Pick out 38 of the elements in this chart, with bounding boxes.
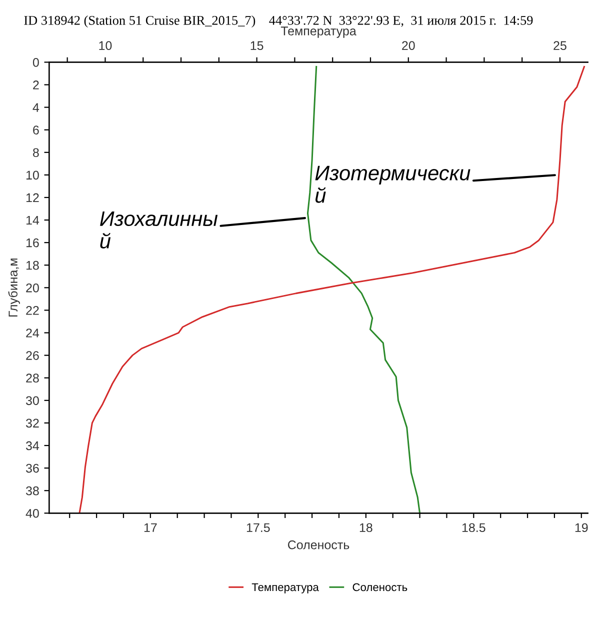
x-tick-label: 18 — [360, 523, 372, 532]
y-tick-label: 8 — [33, 148, 39, 158]
x2-tick-label: 10 — [99, 41, 112, 50]
y-tick-label: 10 — [26, 170, 39, 180]
y-tick-label: 36 — [26, 464, 39, 473]
x-tick-label: 17.5 — [246, 523, 270, 532]
x2-tick-label: 25 — [554, 41, 566, 50]
chart-title: ID 318942 (Station 51 Cruise BIR_2015_7) 44°33'.72 N 33°22'.93 E, 31 июля 2015 г. 14:59 — [24, 16, 533, 28]
y-tick-label: 40 — [26, 508, 39, 518]
y-tick-label: 2 — [33, 80, 39, 90]
annotation: Изотермически й — [315, 166, 470, 203]
y-tick-label: 28 — [26, 374, 39, 383]
y-tick-label: 32 — [26, 418, 39, 428]
x2-tick-label: 15 — [250, 41, 264, 50]
y-tick-label: 12 — [26, 193, 39, 202]
legend-label: Температура — [252, 583, 319, 594]
y-tick-label: 4 — [32, 103, 40, 112]
y-tick-label: 30 — [26, 396, 39, 406]
x2-axis-title: Температура — [280, 26, 356, 38]
y-tick-label: 22 — [26, 306, 39, 315]
y-tick-label: 16 — [26, 238, 39, 248]
y-tick-label: 34 — [26, 441, 40, 450]
y-tick-label: 14 — [26, 216, 40, 225]
x-tick-label: 19 — [575, 523, 588, 532]
y-tick-label: 38 — [26, 486, 39, 496]
annotation: Изохалинны й — [100, 212, 218, 248]
y-tick-label: 18 — [26, 260, 39, 270]
y-axis-title: Глубина,м — [8, 258, 20, 317]
x2-tick-label: 20 — [402, 41, 415, 50]
y-tick-label: 26 — [26, 351, 39, 360]
legend-label: Соленость — [352, 583, 408, 592]
y-tick-label: 24 — [26, 328, 40, 338]
y-tick-label: 20 — [26, 283, 39, 292]
y-tick-label: 6 — [33, 126, 39, 134]
x-tick-label: 17 — [144, 523, 157, 532]
y-tick-label: 0 — [32, 58, 39, 67]
x-axis-title: Соленость — [288, 540, 350, 550]
x-tick-label: 18.5 — [462, 523, 486, 532]
